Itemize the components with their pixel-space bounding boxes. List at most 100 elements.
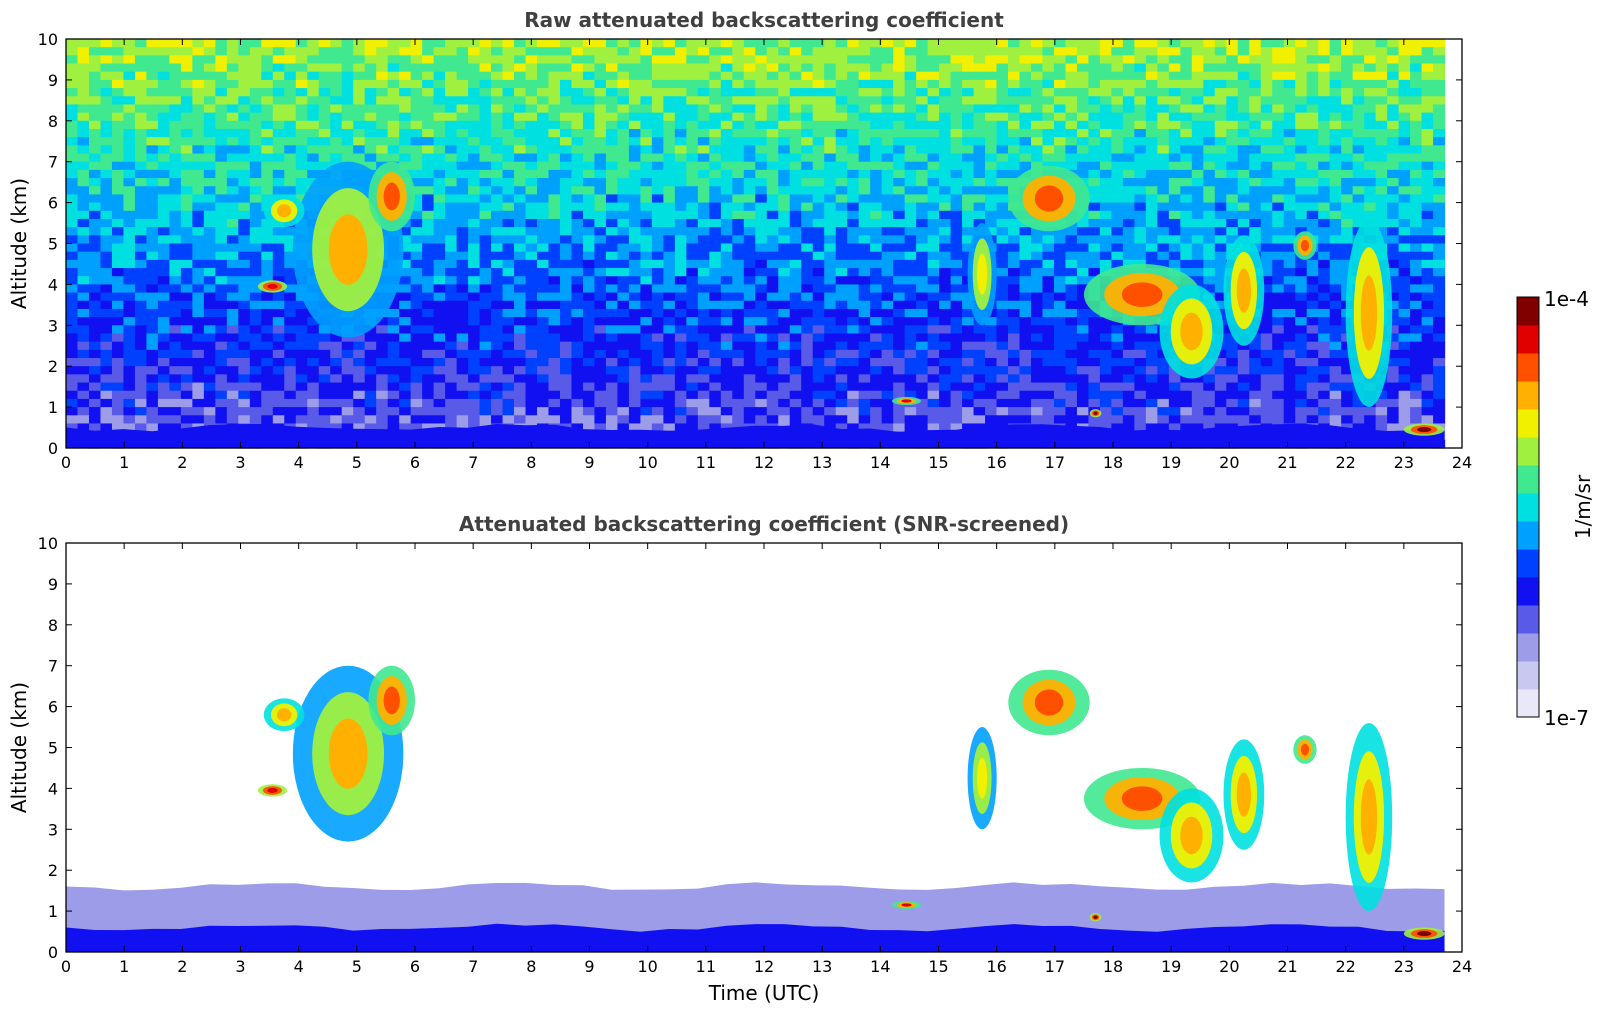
noise-cell [445,55,458,65]
noise-cell [801,39,814,48]
noise-cell [720,47,733,56]
noise-cell [732,284,745,294]
noise-cell [479,194,492,204]
noise-cell [1237,128,1250,138]
noise-cell [697,194,710,204]
noise-cell [1237,194,1250,204]
noise-cell [353,112,366,122]
noise-cell [628,169,641,179]
noise-cell [1226,79,1239,89]
noise-cell [720,292,733,302]
noise-cell [318,128,331,138]
noise-cell [1203,169,1216,179]
noise-cell [468,243,481,253]
noise-cell [996,259,1009,269]
noise-cell [456,243,469,253]
noise-cell [1421,161,1434,171]
noise-cell [1168,178,1181,187]
noise-cell [1053,47,1067,56]
noise-cell [1421,88,1434,97]
noise-cell [1203,227,1216,236]
noise-cell [1008,169,1021,179]
noise-cell [433,325,446,335]
noise-cell [238,300,251,310]
noise-cell [226,317,239,326]
noise-cell [433,366,446,375]
noise-cell [1329,153,1342,163]
noise-cell [1421,358,1434,367]
noise-cell [1295,186,1308,196]
noise-cell [881,349,894,359]
noise-cell [226,120,239,130]
noise-cell [548,366,561,375]
noise-cell [766,202,779,212]
noise-cell [307,47,320,56]
noise-cell [1226,96,1239,106]
noise-cell [640,292,653,302]
noise-cell [881,235,894,245]
noise-cell [766,137,779,146]
noise-cell [77,251,90,261]
noise-cell [261,251,274,261]
noise-cell [1191,186,1204,196]
noise-cell [801,308,814,318]
noise-cell [307,39,320,48]
noise-cell [410,276,423,285]
noise-cell [893,251,906,261]
noise-cell [743,308,756,318]
noise-cell [628,341,641,351]
noise-cell [123,366,136,375]
noise-cell [548,268,561,277]
noise-cell [1260,55,1273,65]
noise-cell [1398,178,1411,187]
noise-cell [123,235,136,245]
noise-cell [1272,284,1285,294]
noise-cell [146,153,159,163]
noise-cell [491,251,504,261]
noise-cell [916,251,929,261]
noise-cell [732,227,745,236]
noise-cell [881,317,894,326]
noise-cell [571,292,584,302]
noise-cell [249,63,262,73]
noise-cell [985,79,998,89]
noise-cell [537,137,550,146]
noise-cell [743,341,756,351]
noise-cell [697,349,710,359]
noise-cell [674,178,687,187]
noise-cell [238,63,251,73]
noise-cell [1065,349,1078,359]
noise-cell [1295,333,1308,343]
noise-cell [272,374,285,384]
noise-cell [973,202,986,212]
noise-cell [812,55,825,65]
noise-cell [215,104,228,114]
noise-cell [399,251,412,261]
noise-cell [1076,169,1090,179]
noise-cell [1352,161,1365,171]
noise-cell [399,268,412,277]
noise-cell [1065,243,1078,253]
noise-cell [88,88,102,97]
noise-cell [973,169,986,179]
noise-cell [249,128,262,138]
noise-cell [973,349,986,359]
noise-cell [927,96,940,106]
noise-cell [77,120,90,130]
noise-cell [1249,169,1262,179]
noise-cell [812,300,825,310]
noise-cell [594,178,607,187]
noise-cell [1433,202,1446,212]
noise-cell [996,341,1009,351]
noise-cell [134,128,148,138]
noise-cell [502,366,515,375]
noise-cell [858,145,871,155]
noise-cell [1019,145,1032,155]
noise-cell [916,235,929,245]
noise-cell [927,341,940,351]
noise-cell [1410,202,1423,212]
noise-cell [927,39,940,48]
noise-cell [720,55,733,65]
noise-cell [387,79,400,89]
noise-cell [548,292,561,302]
